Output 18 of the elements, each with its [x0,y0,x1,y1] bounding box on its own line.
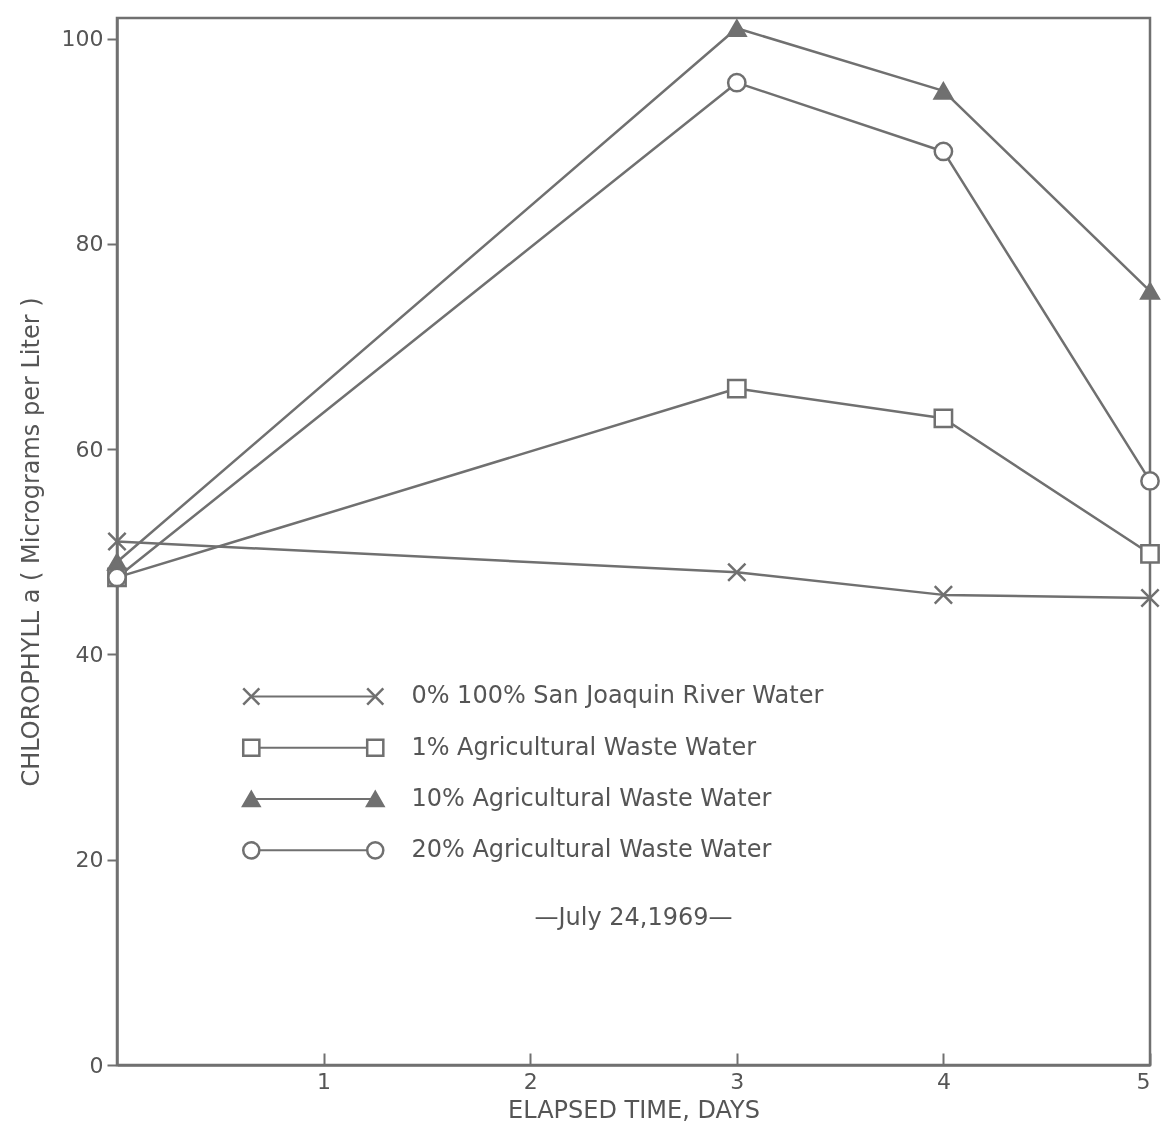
y-tick-label: 60 [75,436,104,462]
annotation: —July 24,1969— [534,903,733,932]
x-tick-label: 2 [523,1068,538,1094]
x-tick-label: 3 [730,1068,745,1094]
x-tick-label: 4 [936,1068,951,1094]
y-axis-title: CHLOROPHYLL a ( Micrograms per Liter ) [16,297,45,787]
x-tick-label: 5 [1136,1068,1151,1094]
legend-label: 1% Agricultural Waste Water [411,732,757,761]
legend-label: 20% Agricultural Waste Water [411,835,772,864]
y-tick-label: 100 [61,26,104,52]
legend-label: 10% Agricultural Waste Water [411,784,772,813]
y-tick-label: 0 [89,1052,104,1078]
legend-label: 0% 100% San Joaquin River Water [411,681,824,710]
x-tick-label: 1 [317,1068,332,1094]
y-tick-label: 20 [75,847,104,873]
y-tick-label: 40 [75,641,104,667]
y-tick-label: 80 [75,231,104,257]
x-axis-title: ELAPSED TIME, DAYS [508,1095,760,1124]
